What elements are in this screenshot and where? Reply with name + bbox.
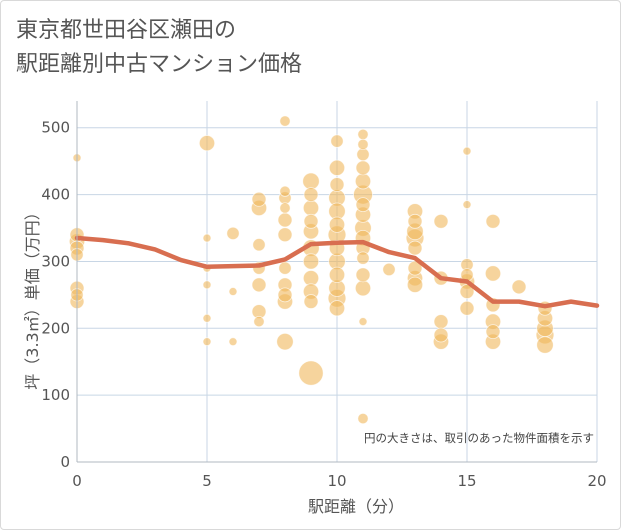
x-tick-label-15: 15 [457, 472, 476, 490]
bubble-point [511, 279, 527, 295]
bubble-point [303, 187, 319, 202]
bubble-point [277, 212, 293, 228]
bubble-point [302, 199, 320, 217]
bubble-point [357, 138, 369, 151]
y-axis-label: 坪（3.3㎡）単価（万円） [23, 204, 42, 389]
bubble-series [68, 115, 555, 425]
bubble-point [354, 280, 372, 297]
bubble-point [277, 287, 293, 303]
x-tick-label-5: 5 [202, 472, 212, 490]
bubble-point [202, 280, 212, 290]
chart-title-line-2: 駅距離別中古マンション価格 [16, 52, 303, 77]
bubble-point [328, 300, 346, 317]
bubble-point [228, 287, 238, 296]
bubble-point [536, 336, 554, 354]
bubble-point [357, 128, 369, 141]
bubble-point [302, 172, 320, 190]
bubble-point [407, 260, 423, 276]
y-tick-label-300: 300 [41, 252, 70, 270]
x-tick-label-20: 20 [587, 472, 606, 490]
bubble-point [355, 197, 371, 213]
bubble-point [251, 191, 267, 207]
bubble-point [358, 317, 368, 327]
average-price-line [74, 235, 600, 309]
chart-title-line-1: 東京都世田谷区瀬田の [16, 18, 237, 43]
y-tick-label-100: 100 [41, 386, 70, 404]
bubble-point [279, 202, 291, 214]
x-tick-label-10: 10 [327, 472, 346, 490]
bubble-point [433, 327, 449, 343]
bubble-point [328, 159, 346, 176]
bubble-point [484, 265, 502, 282]
bubble-point [303, 213, 319, 229]
bubble-point [356, 251, 370, 265]
y-tick-label-0: 0 [60, 453, 70, 471]
bubble-point [302, 253, 320, 270]
chart-title: 東京都世田谷区瀬田の 駅距離別中古マンション価格 [16, 14, 302, 82]
size-note: 円の大きさは、取引のあった物件面積を示す [364, 431, 594, 445]
bubble-point [228, 337, 238, 347]
y-tick-label-500: 500 [41, 119, 70, 137]
bubble-point [277, 227, 293, 243]
bubble-point [462, 200, 472, 210]
bubble-point [252, 238, 266, 252]
bubble-point [462, 146, 472, 156]
bubble-point [253, 316, 265, 328]
bubble-point [298, 360, 324, 386]
bubble-point [459, 300, 475, 316]
bubble-point [433, 213, 449, 229]
bubble-point [382, 262, 396, 277]
bubble-point [407, 240, 423, 256]
bubble-point [278, 261, 292, 275]
bubble-point [276, 332, 294, 351]
average-line-series [74, 235, 600, 309]
bubble-point [459, 284, 475, 299]
bubble-point [407, 213, 423, 229]
bubble-point [279, 185, 291, 197]
bubble-point [485, 324, 501, 340]
bubble-point [485, 213, 501, 229]
bubble-point [354, 173, 372, 190]
bubble-point [303, 294, 319, 309]
bubble-point [279, 115, 291, 127]
bubble-point [202, 337, 212, 347]
bubble-point [329, 177, 345, 192]
bubble-point [356, 147, 370, 162]
axes: 0 100 200 300 400 500 0 5 10 15 20 [41, 101, 607, 490]
bubble-point [330, 134, 344, 148]
bubble-point [433, 314, 449, 330]
bubble-point [355, 160, 371, 176]
bubble-point [406, 276, 424, 293]
bubble-point [226, 226, 240, 240]
bubble-point [202, 233, 212, 243]
bubble-point [202, 313, 212, 323]
x-axis-label: 駅距離（分） [308, 497, 404, 516]
bubble-point [355, 267, 371, 283]
y-tick-label-200: 200 [41, 319, 70, 337]
bubble-point [357, 412, 369, 425]
bubble-point [328, 266, 346, 283]
bubble-point [328, 216, 346, 233]
bubble-point [198, 135, 216, 152]
x-tick-label-0: 0 [72, 472, 82, 490]
bubble-point [251, 277, 267, 293]
y-tick-label-400: 400 [41, 186, 70, 204]
